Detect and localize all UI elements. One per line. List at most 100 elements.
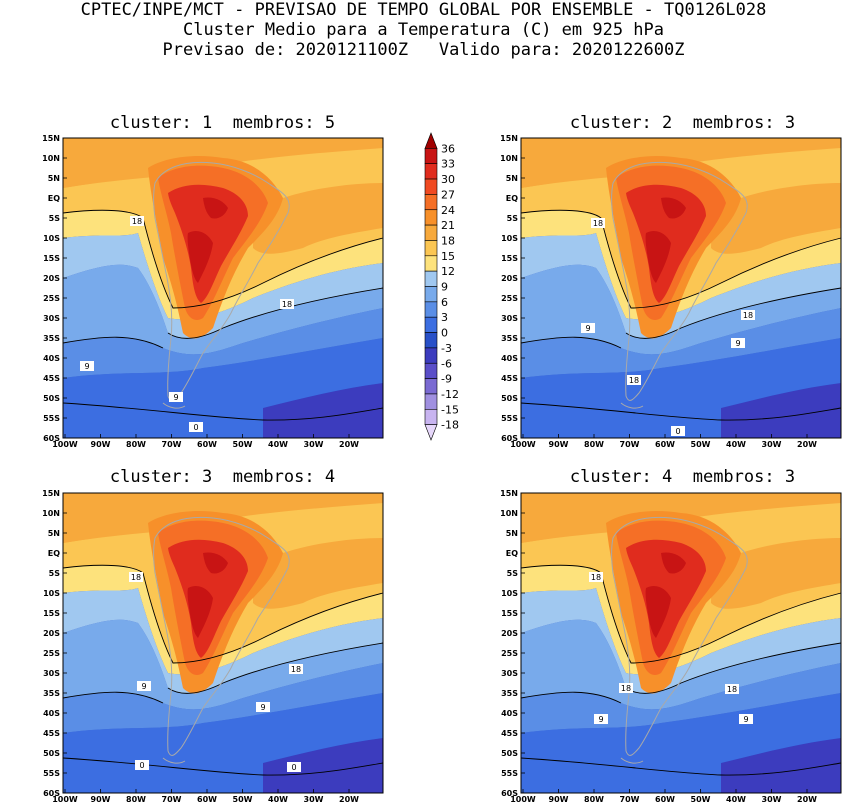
contour-label: 0 [671,426,685,436]
colorbar-swatch [424,148,438,165]
svg-text:9: 9 [84,362,89,371]
lat-tick-label: EQ [48,194,60,203]
panel-4-title: cluster: 4 membros: 3 [569,467,796,487]
lat-tick-label: 15N [500,134,518,143]
svg-text:9: 9 [585,324,590,333]
lon-tick-label: 40W [268,795,288,803]
lon-tick-label: 80W [584,440,604,449]
panel-2-title: cluster: 2 membros: 3 [569,113,796,133]
contour-label: 18 [289,664,303,674]
contour-label: 18 [591,218,605,228]
svg-text:18: 18 [132,217,142,226]
lat-tick-label: 15S [501,254,518,263]
svg-text:0: 0 [193,423,198,432]
colorbar-swatch [424,332,438,349]
lat-tick-label: 10S [501,234,518,243]
lat-tick-label: 30S [43,314,60,323]
lat-tick-label: 5S [507,214,519,223]
lon-tick-label: 100W [510,795,536,803]
svg-text:18: 18 [291,665,301,674]
lat-tick-label: 10N [42,154,60,163]
lon-tick-label: 50W [233,440,253,449]
svg-text:9: 9 [598,715,603,724]
lat-tick-label: 45S [501,374,518,383]
lat-tick-label: EQ [506,194,518,203]
lat-tick-label: 60S [501,789,518,798]
lon-tick-label: 70W [162,440,182,449]
colorbar-label: 3 [441,311,448,324]
contour-label: 9 [169,392,183,402]
contour-label: 18 [130,216,144,226]
lon-tick-label: 70W [620,795,640,803]
lat-tick-label: 25S [43,294,60,303]
lat-tick-label: 15N [42,134,60,143]
contour-label: 18 [129,572,143,582]
lat-tick-label: 15S [43,609,60,618]
colorbar-swatch [424,286,438,303]
colorbar-label: 12 [441,265,455,278]
lat-tick-label: 60S [43,789,60,798]
lon-tick-label: 40W [726,795,746,803]
colorbar-label: -9 [441,373,452,386]
lat-tick-label: 40S [501,709,518,718]
lat-tick-label: 25S [43,649,60,658]
lat-tick-label: 20S [43,274,60,283]
colorbar-swatch [424,224,438,241]
lat-tick-label: EQ [506,549,518,558]
svg-text:18: 18 [593,219,603,228]
lat-tick-label: 5S [49,569,61,578]
contour-label: 9 [256,702,270,712]
colorbar-swatch [424,362,438,379]
panel-1-title: cluster: 1 membros: 5 [109,113,336,133]
lon-tick-label: 20W [339,795,359,803]
lat-tick-label: 10S [501,589,518,598]
svg-text:18: 18 [131,573,141,582]
lat-tick-label: 5N [48,529,60,538]
lon-tick-label: 80W [584,795,604,803]
colorbar-label: 21 [441,219,455,232]
lat-tick-label: 10N [42,509,60,518]
lat-tick-label: 55S [43,769,60,778]
lon-tick-label: 30W [304,440,324,449]
lon-tick-label: 90W [91,440,111,449]
lat-tick-label: 20S [501,274,518,283]
lat-tick-label: 35S [501,689,518,698]
lon-tick-label: 30W [762,440,782,449]
colorbar-label: -3 [441,342,452,355]
lat-tick-label: 25S [501,649,518,658]
lon-tick-label: 70W [620,440,640,449]
lat-tick-label: 30S [501,314,518,323]
header-line-2: Cluster Medio para a Temperatura (C) em … [182,20,665,40]
lon-tick-label: 40W [726,440,746,449]
colorbar-label: -18 [441,419,459,432]
svg-text:0: 0 [139,761,144,770]
colorbar-swatch [424,316,438,333]
svg-text:18: 18 [743,311,753,320]
lon-tick-label: 80W [126,440,146,449]
contour-label: 18 [741,310,755,320]
lon-tick-label: 50W [691,440,711,449]
colorbar-label: 6 [441,296,448,309]
lat-tick-label: 5S [49,214,61,223]
contour-label: 18 [619,683,633,693]
svg-text:9: 9 [743,715,748,724]
contour-label: 0 [287,762,301,772]
colorbar-swatch [424,178,438,195]
lon-tick-label: 80W [126,795,146,803]
map-panel-3 [62,492,384,794]
contour-labels: 18 18 9 9 0 18 18 9 9 18 0 18 18 9 9 0 0 18 18 18 9 9 [80,216,755,772]
lat-tick-label: EQ [48,549,60,558]
colorbar-swatch [424,270,438,287]
lon-tick-label: 20W [797,795,817,803]
lon-tick-label: 60W [655,795,675,803]
lon-tick-label: 100W [52,795,78,803]
lat-tick-label: 55S [501,769,518,778]
lat-tick-label: 20S [501,629,518,638]
colorbar-label: 30 [441,173,455,186]
lat-tick-label: 50S [43,394,60,403]
lat-tick-label: 5N [506,529,518,538]
colorbar-swatch [424,347,438,364]
lon-tick-label: 90W [91,795,111,803]
contour-label: 9 [80,361,94,371]
